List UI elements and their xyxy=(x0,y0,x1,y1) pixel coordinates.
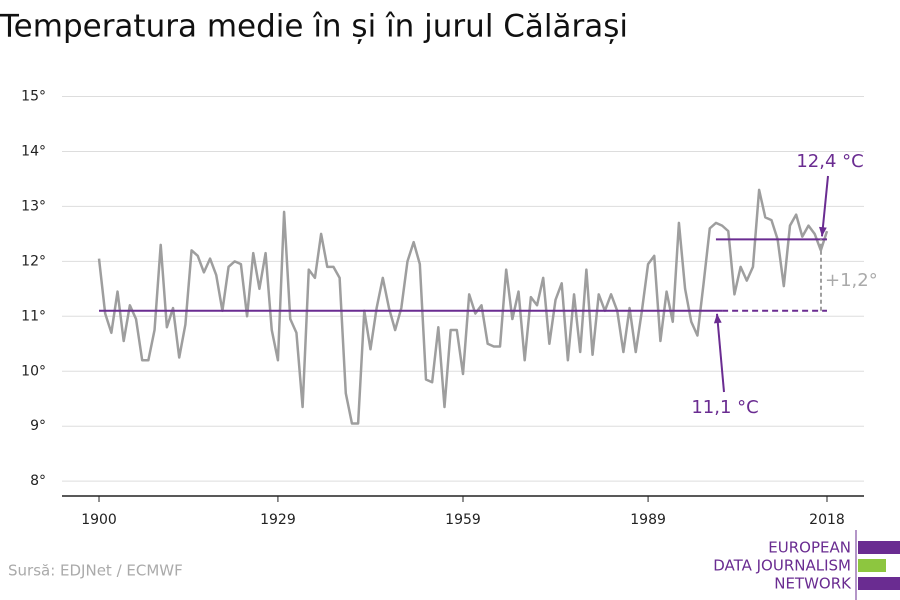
y-tick-label: 12° xyxy=(21,253,46,269)
annotation-arrow xyxy=(716,313,725,393)
y-tick-label: 10° xyxy=(21,363,46,379)
y-tick-label: 13° xyxy=(21,198,46,214)
x-tick-label: 1900 xyxy=(81,512,117,528)
annotation-arrow xyxy=(820,175,829,237)
y-tick-label: 8° xyxy=(30,473,46,489)
x-tick-label: 2018 xyxy=(809,512,845,528)
logo-text: NETWORK xyxy=(774,575,852,593)
series-line xyxy=(97,188,829,425)
x-tick-label: 1989 xyxy=(630,512,666,528)
logo-bar xyxy=(858,541,900,554)
arrow-head xyxy=(713,313,722,324)
y-tick-label: 9° xyxy=(30,418,46,434)
source: Sursă: EDJNet / ECMWF xyxy=(8,562,183,580)
annotation-label: 11,1 °C xyxy=(691,397,758,418)
difference-label: +1,2° xyxy=(825,270,878,291)
arrow-head xyxy=(819,226,827,237)
y-tick-label: 15° xyxy=(21,88,46,104)
logo-text: DATA JOURNALISM xyxy=(713,557,851,575)
chart-title: Temperatura medie în și în jurul Călăraș… xyxy=(0,9,628,45)
x-tick-label: 1929 xyxy=(260,512,296,528)
logo-text: EUROPEAN xyxy=(768,539,851,557)
y-tick-label: 11° xyxy=(21,308,46,324)
logo-bar xyxy=(858,577,900,590)
x-tick-label: 1959 xyxy=(445,512,481,528)
y-tick-label: 14° xyxy=(21,143,46,159)
logo-bar xyxy=(858,559,886,572)
annotation-label: 12,4 °C xyxy=(796,151,863,172)
